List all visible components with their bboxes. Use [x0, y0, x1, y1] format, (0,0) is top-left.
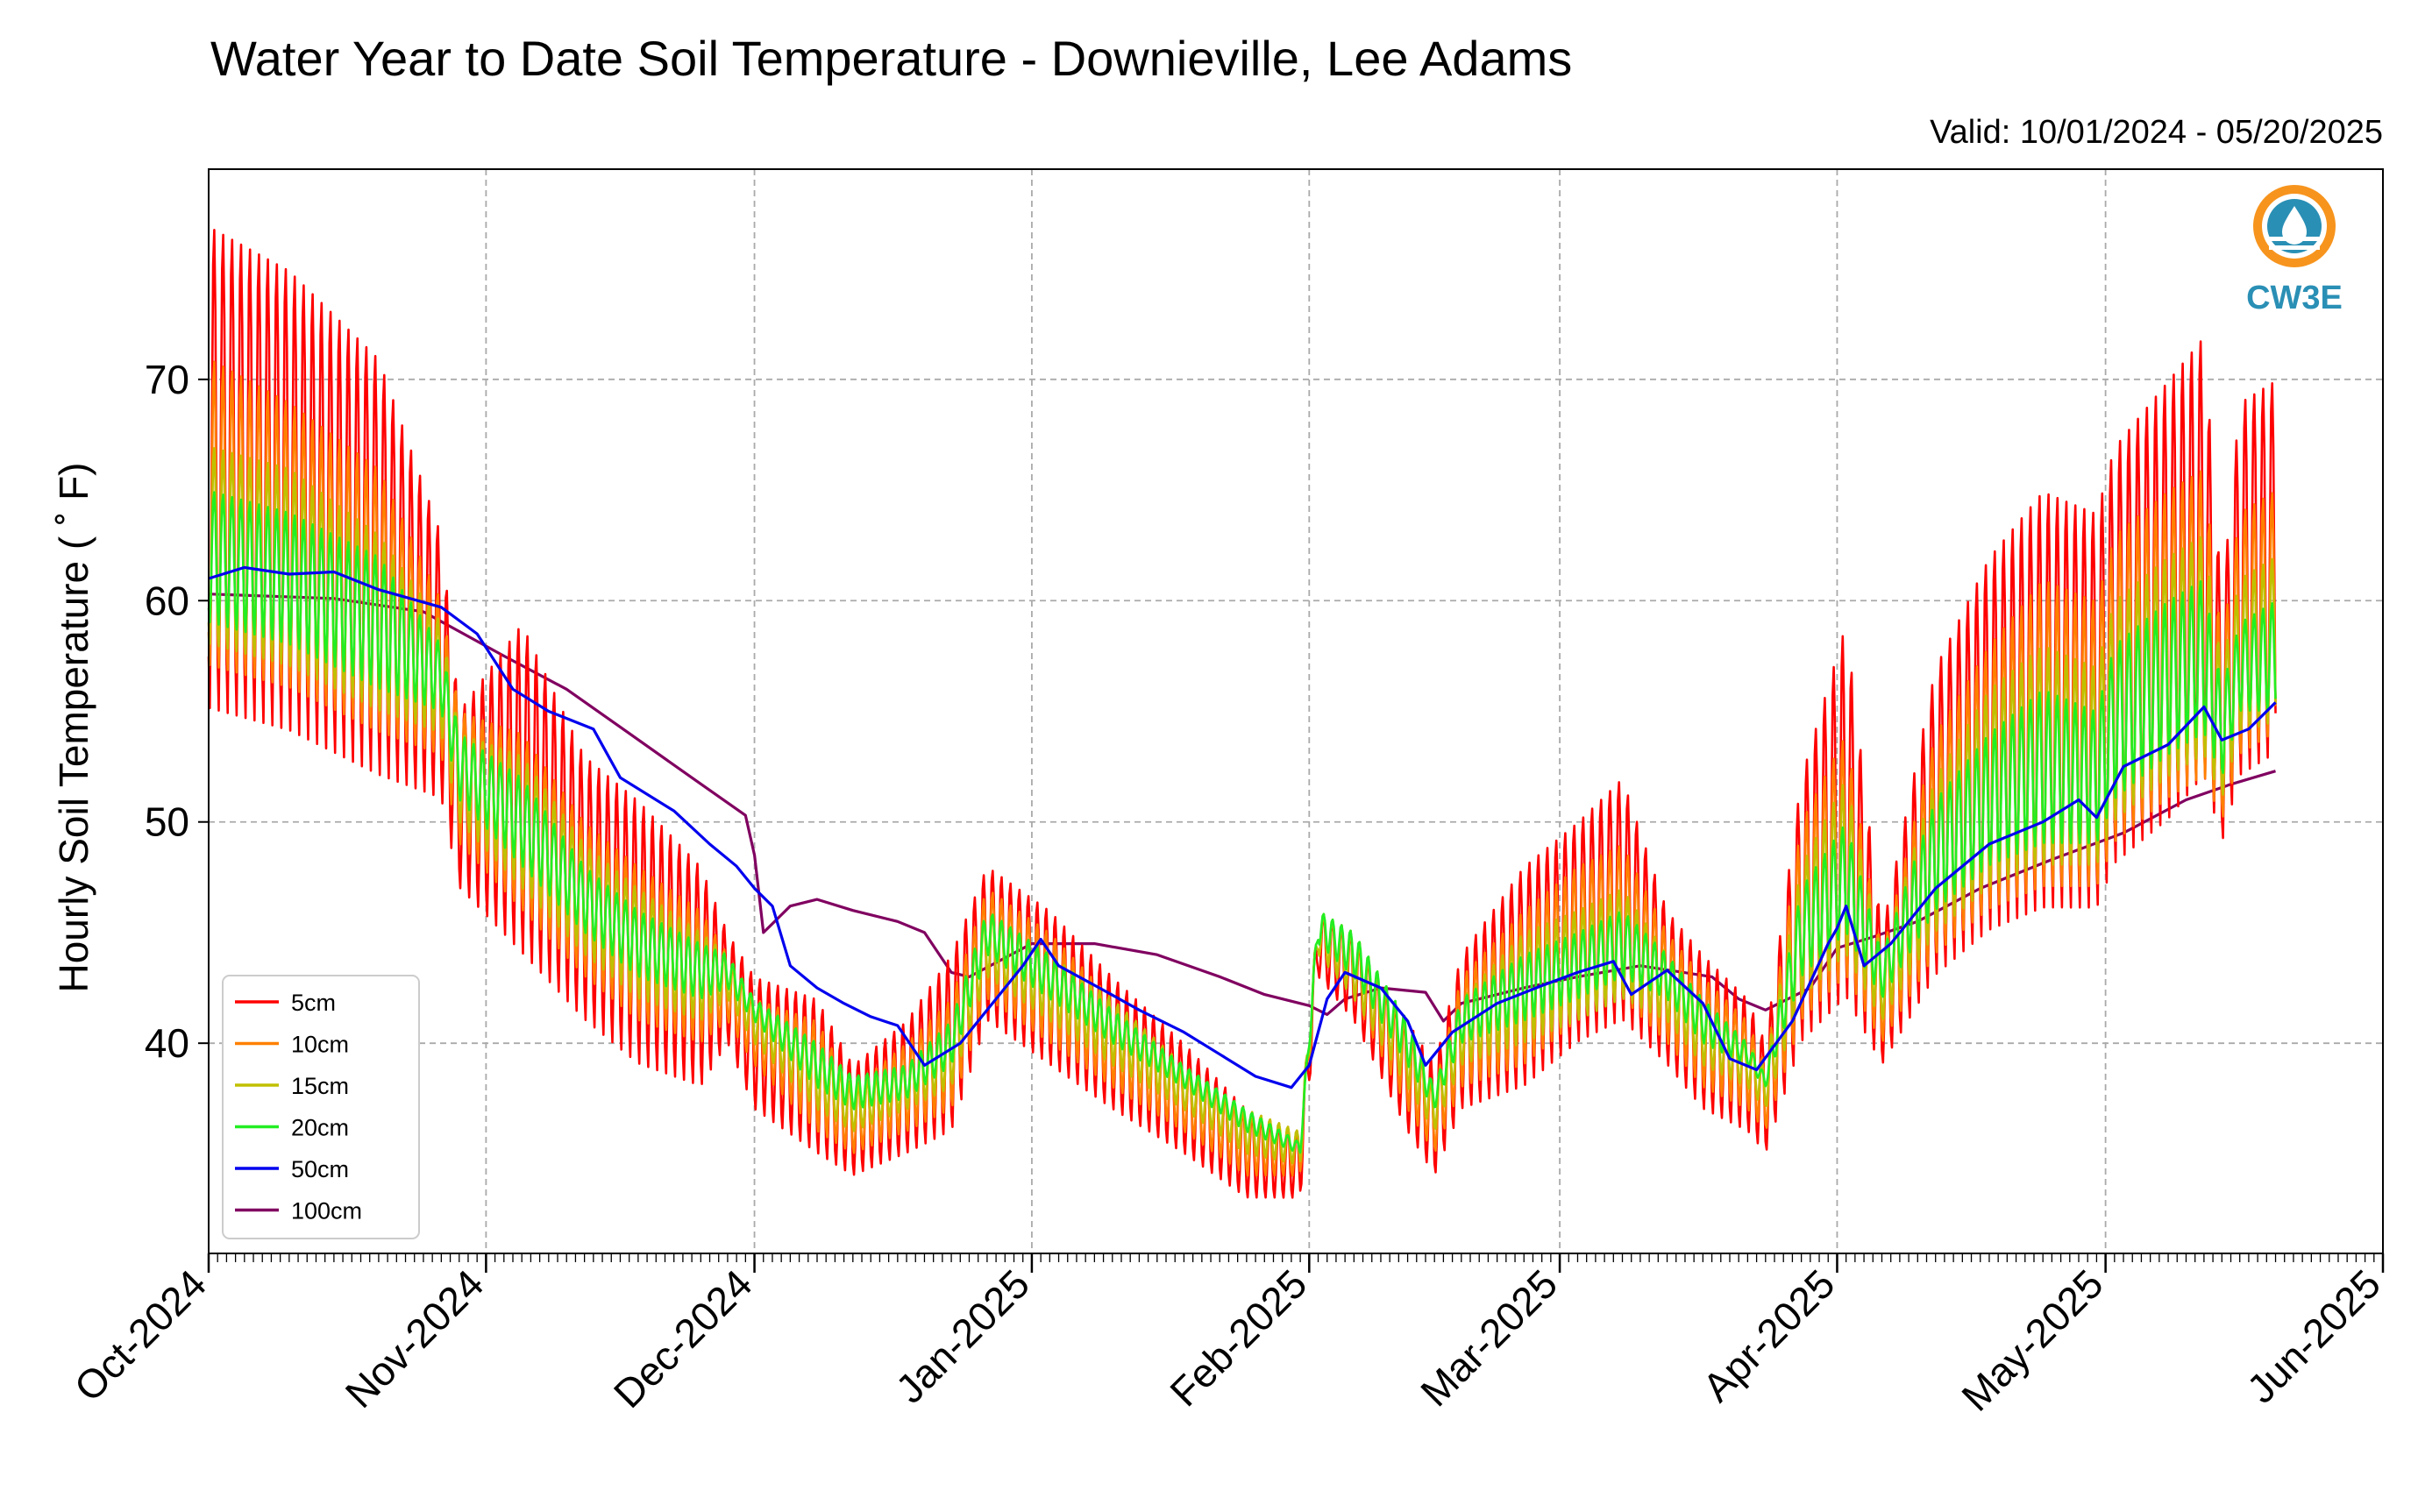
y-tick-label: 50	[145, 799, 189, 845]
y-tick-label: 70	[145, 357, 189, 402]
chart-title: Water Year to Date Soil Temperature - Do…	[210, 31, 1572, 86]
gridlines	[209, 169, 2383, 1253]
legend: 5cm 10cm 15cm 20cm 50cm 100cm	[222, 975, 420, 1239]
series-line-20cm	[207, 491, 2277, 1154]
legend-label-50cm: 50cm	[291, 1156, 349, 1182]
legend-label-20cm: 20cm	[291, 1115, 349, 1141]
series-lines	[207, 229, 2277, 1199]
legend-label-15cm: 15cm	[291, 1073, 349, 1099]
x-minor-ticks	[208, 1253, 2384, 1262]
logo-text: CW3E	[2246, 280, 2343, 316]
y-axis-ticks: 40 50 60 70	[145, 357, 209, 1066]
logo-drop-icon	[2282, 206, 2307, 245]
legend-label-10cm: 10cm	[291, 1032, 349, 1058]
series-line-50cm	[208, 565, 2277, 1090]
legend-label-5cm: 5cm	[291, 990, 336, 1016]
y-tick-label: 60	[145, 578, 189, 623]
legend-box	[222, 975, 420, 1239]
logo-wave-icon	[2267, 237, 2322, 241]
logo-wave-icon	[2269, 245, 2320, 250]
series-line-100cm	[208, 593, 2276, 1023]
cw3e-logo: CW3E	[2246, 185, 2343, 316]
y-axis-label: Hourly Soil Temperature ( ˚ F)	[51, 463, 96, 993]
chart-subtitle: Valid: 10/01/2024 - 05/20/2025	[1930, 114, 2383, 151]
plot-frame	[208, 168, 2384, 1254]
legend-label-100cm: 100cm	[291, 1198, 362, 1225]
y-tick-label: 40	[145, 1020, 189, 1066]
